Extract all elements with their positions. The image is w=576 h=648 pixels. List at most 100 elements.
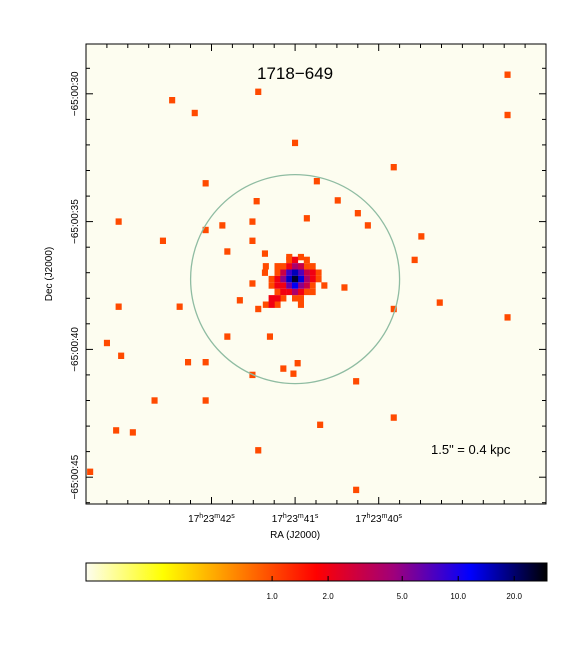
count-pixel	[317, 421, 324, 428]
x-tick-label: 17h23m41s	[272, 513, 319, 525]
count-pixel	[313, 178, 320, 185]
count-pixel	[286, 269, 293, 276]
count-pixel	[303, 269, 310, 276]
count-pixel	[390, 414, 397, 421]
colorbar	[85, 562, 548, 582]
count-pixel	[292, 263, 299, 270]
count-pixel	[151, 397, 158, 404]
count-pixel	[274, 282, 281, 289]
count-pixel	[334, 197, 341, 204]
count-pixel	[297, 275, 304, 283]
x-tick-label: 17h23m42s	[188, 513, 235, 525]
count-pixel	[292, 256, 299, 264]
count-pixel	[280, 288, 287, 296]
count-pixel	[255, 305, 262, 313]
count-pixel	[185, 359, 192, 366]
x-tick-label: 17h23m40s	[355, 513, 402, 525]
count-pixel	[274, 275, 281, 283]
count-pixel	[224, 333, 231, 340]
count-pixel	[297, 295, 304, 302]
count-pixel	[261, 269, 268, 276]
count-pixel	[297, 263, 304, 270]
count-pixel	[353, 378, 360, 385]
count-pixel	[262, 263, 269, 270]
count-pixel	[280, 263, 287, 270]
count-pixel	[224, 248, 231, 255]
count-pixel	[268, 282, 275, 289]
y-tick-labels: −65:00:30 −65:00:35 −65:00:40 −65:00:45	[70, 71, 81, 500]
y-tick-label: −65:00:35	[70, 199, 81, 244]
count-pixel	[303, 275, 310, 283]
count-pixel	[364, 222, 371, 229]
count-pixel	[286, 288, 293, 296]
count-pixel	[249, 280, 256, 287]
count-pixel	[297, 269, 304, 276]
count-pixel	[290, 370, 297, 377]
count-pixel	[169, 97, 176, 104]
count-pixel	[268, 275, 275, 283]
count-pixel	[315, 275, 322, 283]
count-pixel	[292, 275, 299, 283]
count-pixel	[504, 71, 511, 78]
count-pixel	[292, 282, 299, 289]
count-pixel	[176, 303, 183, 310]
colorbar-tick-label: 20.0	[506, 592, 522, 601]
count-pixel	[118, 352, 125, 359]
count-pixel	[390, 164, 397, 171]
colorbar-tick-label: 2.0	[323, 592, 335, 601]
count-pixel	[303, 215, 310, 222]
count-pixel	[274, 295, 281, 302]
count-pixel	[191, 109, 198, 117]
count-pixel	[280, 269, 287, 276]
count-pixel	[303, 288, 310, 296]
count-pixel	[297, 282, 304, 289]
count-pixel	[262, 301, 269, 308]
count-pixel	[202, 397, 209, 404]
count-pixel	[292, 139, 299, 147]
count-pixel	[274, 269, 281, 276]
y-tick-label: −65:00:40	[70, 327, 81, 372]
colorbar-tick-label: 5.0	[397, 592, 409, 601]
count-pixel	[354, 210, 361, 217]
count-pixel	[315, 269, 322, 276]
colorbar-ticks: 1.0 2.0 5.0 10.0 20.0	[267, 576, 523, 601]
count-pixel	[309, 282, 316, 289]
x-tick-labels: 17h23m42s 17h23m41s 17h23m40s	[188, 513, 402, 525]
count-pixel	[274, 263, 281, 270]
chart-title: 1718−649	[257, 64, 333, 83]
count-pixel	[253, 198, 260, 205]
count-pixel	[280, 282, 287, 289]
count-pixel	[202, 359, 209, 366]
count-pixel	[390, 305, 397, 313]
colorbar-tick-label: 1.0	[267, 592, 279, 601]
counts-image	[87, 71, 511, 494]
count-pixel	[268, 301, 275, 308]
count-pixel	[309, 288, 316, 296]
nucleus-circle	[189, 173, 401, 385]
count-pixel	[280, 275, 287, 283]
count-pixel	[249, 237, 256, 244]
count-pixel	[341, 284, 348, 291]
count-pixel	[286, 263, 293, 270]
count-pixel	[274, 288, 281, 296]
count-pixel	[268, 295, 275, 302]
count-pixel	[236, 297, 243, 304]
count-pixel	[292, 269, 299, 276]
count-pixel	[286, 282, 293, 289]
count-pixel	[87, 468, 94, 475]
count-pixel	[297, 288, 304, 296]
count-pixel	[504, 314, 511, 321]
count-pixel	[294, 360, 301, 367]
count-pixel	[115, 218, 122, 225]
count-pixel	[103, 339, 110, 347]
count-pixel	[297, 253, 304, 261]
count-pixel	[411, 256, 418, 264]
count-pixel	[274, 301, 281, 308]
count-pixel	[261, 250, 268, 257]
count-pixel	[309, 275, 316, 283]
count-pixel	[504, 111, 511, 119]
count-pixel	[249, 218, 256, 225]
count-pixel	[286, 275, 293, 283]
count-pixel	[303, 256, 310, 264]
